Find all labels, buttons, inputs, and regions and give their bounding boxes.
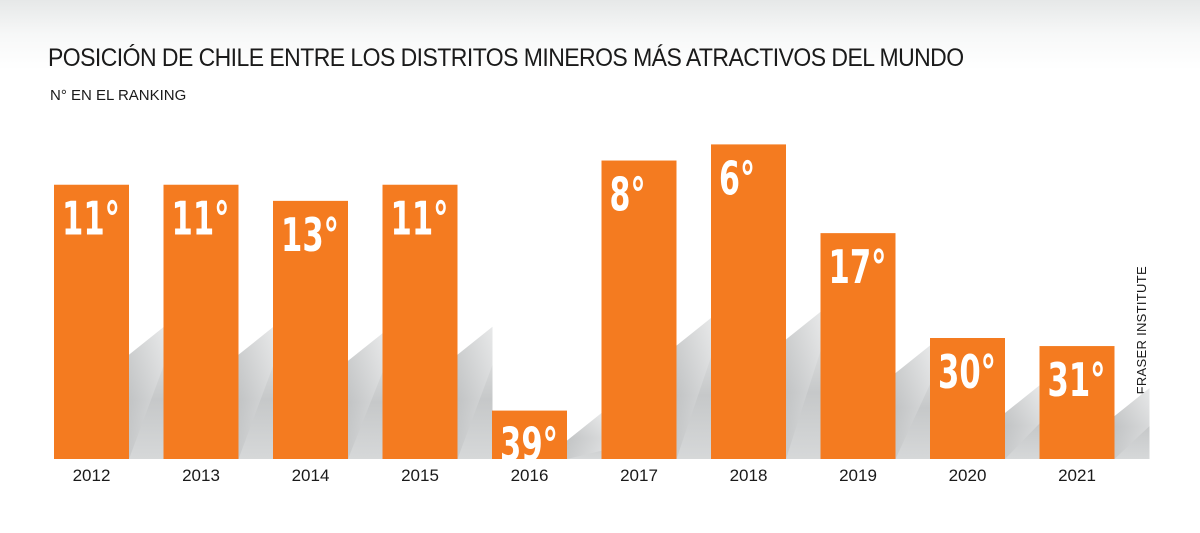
bar-value-label-2018: 6° — [719, 151, 755, 205]
bar-shadow-side-2021 — [1114, 388, 1150, 459]
bar-shadow-side-2015 — [457, 326, 493, 459]
x-tick-label-2016: 2016 — [511, 466, 549, 485]
bar-shadow-side-2018 — [786, 311, 821, 459]
bar-value-label-2021: 31° — [1048, 353, 1106, 407]
bars — [54, 144, 1115, 460]
bar-value-labels: 11° 11° 13° 11° 39° 8° 6° 17° 30° 31° — [62, 151, 1106, 471]
bar-value-label-2017: 8° — [610, 168, 646, 222]
bar-value-label-2015: 11° — [391, 192, 449, 246]
x-tick-label-2014: 2014 — [292, 466, 330, 485]
bar-2015 — [382, 184, 458, 459]
bar-shadow-side-2012 — [129, 326, 164, 459]
bar-2016 — [492, 410, 567, 459]
chart-title: POSICIÓN DE CHILE ENTRE LOS DISTRITOS MI… — [48, 44, 964, 72]
x-tick-label-2015: 2015 — [401, 466, 439, 485]
bar-value-label-2016: 39° — [500, 418, 558, 472]
bar-2018 — [711, 144, 786, 459]
bar-value-label-2012: 11° — [62, 192, 120, 246]
bar-value-label-2020: 30° — [938, 345, 996, 399]
x-axis-tick-labels: 2012 2013 2014 2015 2016 2017 2018 2019 2020 2021 — [73, 466, 1096, 485]
x-tick-label-2013: 2013 — [182, 466, 220, 485]
bar-shadows — [129, 311, 1150, 459]
bar-2013 — [163, 184, 239, 459]
bar-2021 — [1039, 346, 1115, 459]
x-tick-label-2012: 2012 — [73, 466, 111, 485]
x-tick-label-2018: 2018 — [730, 466, 768, 485]
bar-value-label-2013: 11° — [172, 192, 230, 246]
bar-shadow-side-2014 — [348, 332, 383, 459]
bar-shadow-side-2020 — [1005, 385, 1040, 459]
bar-2020 — [930, 338, 1005, 459]
bar-value-label-2019: 17° — [829, 240, 887, 294]
bar-2019 — [820, 233, 896, 459]
x-tick-label-2020: 2020 — [949, 466, 987, 485]
bar-shadow-side-2017 — [676, 317, 712, 459]
bar-shadow-side-2016 — [567, 412, 602, 459]
y-axis-label: N° EN EL RANKING — [50, 87, 187, 104]
bar-shadow-side-2019 — [895, 345, 931, 459]
x-tick-label-2019: 2019 — [839, 466, 877, 485]
bar-2014 — [273, 200, 348, 459]
bar-value-label-2014: 13° — [281, 208, 339, 262]
bar-2017 — [601, 160, 677, 460]
x-tick-label-2021: 2021 — [1058, 466, 1096, 485]
x-tick-label-2017: 2017 — [620, 466, 658, 485]
bar-2012 — [54, 184, 129, 459]
bar-shadow-side-2013 — [238, 326, 274, 459]
